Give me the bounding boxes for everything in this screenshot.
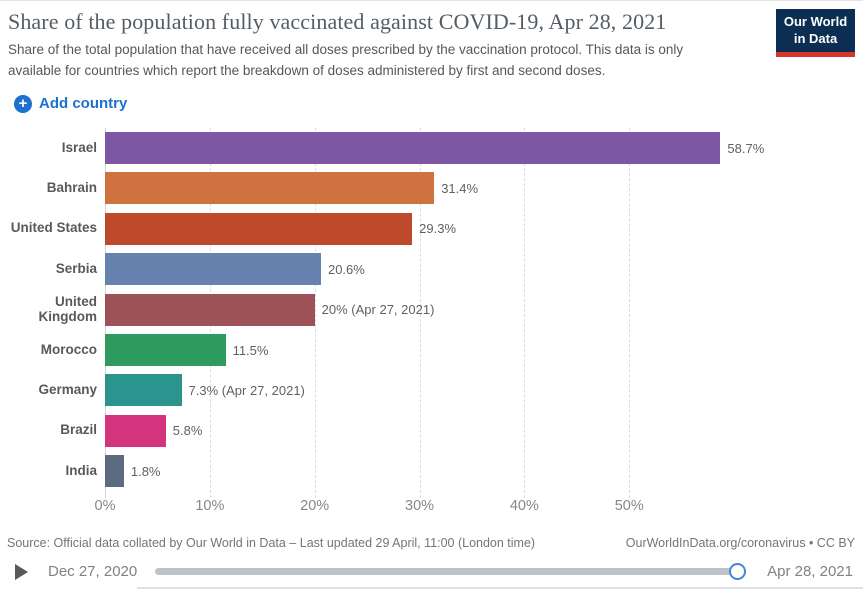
country-label: United Kingdom <box>38 293 98 324</box>
timeline-end-date[interactable]: Apr 28, 2021 <box>767 563 853 581</box>
country-label: India <box>65 462 97 478</box>
bar[interactable] <box>105 374 182 407</box>
country-label: United States <box>10 220 97 236</box>
timeline-track[interactable] <box>155 568 738 576</box>
bar-value-label: 20.6% <box>327 261 365 277</box>
bar-area: 58.7% <box>105 128 863 168</box>
chart-row: Serbia 20.6% <box>0 249 863 289</box>
bar-value-label: 31.4% <box>441 180 479 196</box>
bar-area: 5.8% <box>105 411 863 451</box>
gridline <box>314 127 316 498</box>
x-axis-tick-label: 20% <box>300 498 330 515</box>
x-axis-tick-label: 30% <box>405 498 435 515</box>
bar[interactable] <box>105 334 226 367</box>
attribution-link[interactable]: OurWorldInData.org/coronavirus • CC BY <box>625 535 855 550</box>
bar-area: 20% (Apr 27, 2021) <box>105 289 863 329</box>
timeline-slider[interactable] <box>155 563 747 581</box>
play-icon[interactable] <box>15 563 28 580</box>
chart-row: United States 29.3% <box>0 209 863 249</box>
entity-controls: + Add country <box>0 81 863 113</box>
country-label: Brazil <box>60 422 97 438</box>
chart-header: Share of the population fully vaccinated… <box>0 1 863 81</box>
owid-logo[interactable]: Our World in Data <box>776 9 855 57</box>
bar-chart: Israel 58.7% Bahrain 31.4% United States 29.3… <box>0 127 863 518</box>
chart-title: Share of the population fully vaccinated… <box>8 9 667 34</box>
chart-row: Brazil 5.8% <box>0 411 863 451</box>
plus-circle-icon: + <box>14 94 32 113</box>
bar[interactable] <box>105 212 413 245</box>
bar-value-label: 29.3% <box>419 221 457 237</box>
chart-subtitle: Share of the total population that have … <box>8 42 684 78</box>
bar-area: 20.6% <box>105 249 863 289</box>
bar-value-label: 20% (Apr 27, 2021) <box>321 302 435 318</box>
timeline-start-date[interactable]: Dec 27, 2020 <box>48 563 138 581</box>
gridline <box>629 127 631 498</box>
bar-area: 1.8% <box>105 451 863 491</box>
bar[interactable] <box>105 253 321 286</box>
chart-row: Israel 58.7% <box>0 128 863 168</box>
logo-line-2: in Data <box>793 30 838 46</box>
source-note: Source: Official data collated by Our Wo… <box>7 535 536 550</box>
timeline: Dec 27, 2020 Apr 28, 2021 <box>0 559 863 585</box>
bar-area: 29.3% <box>105 209 863 249</box>
bar[interactable] <box>105 293 315 326</box>
chart-row: United Kingdom 20% (Apr 27, 2021) <box>0 289 863 329</box>
x-axis: 0% 10% 20% 30% 40% 50% <box>95 491 863 517</box>
bar[interactable] <box>105 455 124 488</box>
gridline <box>524 127 526 498</box>
chart-row: Morocco 11.5% <box>0 330 863 370</box>
x-axis-tick-label: 0% <box>94 498 116 515</box>
bar-value-label: 5.8% <box>172 423 203 439</box>
country-label: Bahrain <box>46 180 97 196</box>
chart-row: India 1.8% <box>0 451 863 491</box>
country-label: Israel <box>61 139 97 155</box>
country-label: Serbia <box>55 260 97 276</box>
source-row: Source: Official data collated by Our Wo… <box>0 536 863 550</box>
bar-value-label: 1.8% <box>130 463 161 479</box>
bar[interactable] <box>105 132 721 165</box>
country-label: Germany <box>38 382 97 397</box>
country-label: Morocco <box>40 341 97 357</box>
bottom-divider <box>137 587 863 589</box>
bar-value-label: 58.7% <box>727 140 765 156</box>
bar-value-label: 11.5% <box>232 342 269 358</box>
bar-rows: Israel 58.7% Bahrain 31.4% United States 29.3… <box>0 128 863 492</box>
add-country-label: Add country <box>39 95 128 113</box>
bar-area: 31.4% <box>105 168 863 208</box>
logo-line-1: Our World <box>783 13 848 29</box>
bar[interactable] <box>105 414 166 447</box>
add-country-button[interactable]: + Add country <box>14 94 128 113</box>
x-axis-tick-label: 50% <box>614 498 644 515</box>
chart-row: Germany 7.3% (Apr 27, 2021) <box>0 370 863 410</box>
bar-area: 11.5% <box>105 330 863 370</box>
x-axis-tick-label: 40% <box>509 498 539 515</box>
gridline <box>419 127 421 498</box>
timeline-handle[interactable] <box>729 563 747 581</box>
bar-area: 7.3% (Apr 27, 2021) <box>105 370 863 410</box>
header-text: Share of the population fully vaccinated… <box>8 9 726 81</box>
chart-row: Bahrain 31.4% <box>0 168 863 208</box>
x-axis-tick-label: 10% <box>195 498 225 515</box>
bar[interactable] <box>105 172 435 205</box>
bar-value-label: 7.3% (Apr 27, 2021) <box>188 382 305 398</box>
